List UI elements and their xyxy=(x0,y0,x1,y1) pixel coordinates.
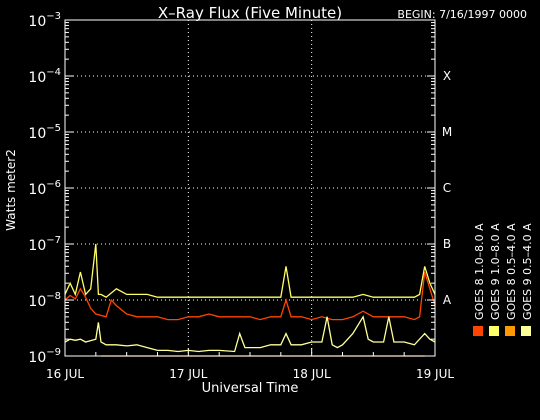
flare-class-A: A xyxy=(443,293,452,307)
flare-class-B: B xyxy=(443,237,451,251)
y-tick-label: 10−8 xyxy=(28,291,61,310)
legend-label: GOES 8 1.0–8.0 A xyxy=(473,223,486,320)
flare-class-C: C xyxy=(443,181,451,195)
legend-swatch xyxy=(489,326,499,336)
legend-swatch xyxy=(521,326,531,336)
y-tick-label: 10−7 xyxy=(28,235,61,254)
y-tick-label: 10−3 xyxy=(28,11,61,30)
y-tick-label: 10−6 xyxy=(28,179,61,198)
legend-label: GOES 9 0.5–4.0 A xyxy=(521,223,534,320)
legend-item-1: GOES 8 0.5–4.0 A xyxy=(505,223,518,336)
begin-label: BEGIN: 7/16/1997 0000 xyxy=(397,8,527,21)
legend-label: GOES 8 0.5–4.0 A xyxy=(505,223,518,320)
legend-swatch xyxy=(505,326,515,336)
series-line-2 xyxy=(64,243,436,298)
x-axis-title: Universal Time xyxy=(202,381,299,396)
y-axis-title: Watts meter2 xyxy=(4,149,18,231)
chart-title: X–Ray Flux (Five Minute) xyxy=(158,4,342,22)
flare-class-labels: A B C M X xyxy=(442,69,452,307)
legend-item-2: GOES 9 1.0–8.0 A xyxy=(489,223,502,336)
legend-swatch xyxy=(473,326,483,336)
legend-item-3: GOES 9 0.5–4.0 A xyxy=(521,223,534,336)
grid-lines xyxy=(65,20,435,356)
x-tick-label: 19 JUL xyxy=(416,367,454,381)
x-tick-label: 16 JUL xyxy=(46,367,84,381)
legend-label: GOES 9 1.0–8.0 A xyxy=(489,223,502,320)
series-line-0 xyxy=(64,271,436,321)
y-tick-label: 10−4 xyxy=(28,67,61,86)
series-line-3 xyxy=(64,315,436,353)
flare-class-X: X xyxy=(443,69,451,83)
x-tick-label: 17 JUL xyxy=(169,367,207,381)
legend-item-0: GOES 8 1.0–8.0 A xyxy=(473,223,486,336)
x-tick-label: 18 JUL xyxy=(293,367,331,381)
y-tick-label: 10−5 xyxy=(28,123,61,142)
x-axis: 16 JUL 17 JUL 18 JUL 19 JUL xyxy=(46,348,454,381)
y-axis: 10−9 10−8 10−7 10−6 10−5 10−4 10−3 xyxy=(28,11,435,366)
flare-class-M: M xyxy=(442,125,452,139)
y-tick-label: 10−9 xyxy=(28,347,61,366)
